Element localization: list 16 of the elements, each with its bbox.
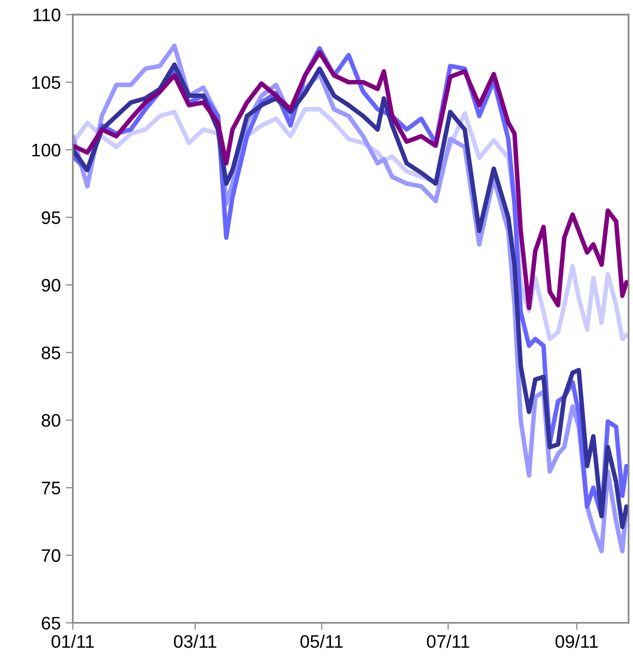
x-tick-label: 03/11 [174, 634, 216, 648]
x-tick-label: 01/11 [52, 634, 94, 648]
y-tick-label: 85 [42, 346, 60, 360]
y-tick-label: 75 [42, 482, 60, 494]
x-tick-label: 09/11 [556, 634, 598, 648]
y-tick-label: 105 [32, 76, 60, 89]
y-tick-label: 110 [34, 8, 60, 22]
line-series [72, 50, 629, 310]
y-tick-label: 100 [32, 144, 60, 156]
x-tick-label: 05/11 [300, 634, 343, 648]
y-tick-label: 80 [42, 414, 60, 427]
y-tick-label: 65 [42, 616, 60, 630]
y-tick-label: 90 [42, 278, 60, 292]
y-tick-label: 70 [42, 549, 60, 562]
y-tick-label: 95 [42, 211, 60, 224]
x-tick-label: 07/11 [426, 634, 470, 648]
